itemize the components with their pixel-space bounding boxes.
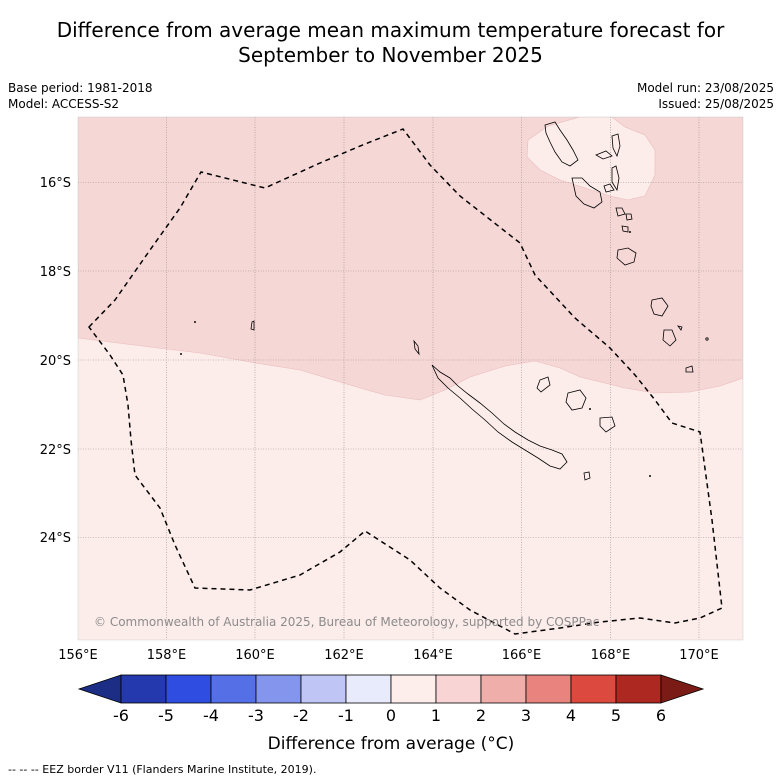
title-line-1: Difference from average mean maximum tem… [56, 18, 725, 42]
isle-of-pines [583, 471, 591, 481]
small-islet-4 [649, 474, 652, 477]
loyalty-island-mare [599, 416, 616, 433]
colorbar-tick-label: -2 [293, 706, 309, 725]
small-islet-1 [179, 352, 182, 355]
chart-title: Difference from average mean maximum tem… [0, 18, 781, 68]
colorbar: -6 -5 -4 -3 -2 -1 0 1 2 3 4 5 6 [77, 674, 705, 725]
vanuatu-ambrym [603, 183, 615, 193]
vanuatu-epi [615, 207, 626, 217]
lon-label: 170°E [679, 648, 719, 663]
colorbar-bin [525, 674, 572, 704]
eez-legend: -- -- -- EEZ border V11 (Flanders Marine… [8, 763, 317, 776]
colorbar-bin [255, 674, 302, 704]
colorbar-tick-label: 5 [611, 706, 621, 725]
vanuatu-malekula [571, 177, 603, 209]
map-frame [77, 116, 744, 641]
colorbar-tick-label: 0 [386, 706, 396, 725]
anomaly-region-0-1-north [526, 117, 656, 201]
vanuatu-pentecost [611, 165, 620, 192]
colorbar-tick-label: 2 [476, 706, 486, 725]
issued-date: Issued: 25/08/2025 [658, 97, 774, 111]
colorbar-extend-high [660, 674, 705, 704]
colorbar-tick-label: 3 [521, 706, 531, 725]
colorbar-tick-label: -3 [248, 706, 264, 725]
model-run: Model run: 23/08/2025 [636, 81, 774, 95]
map-panel: © Commonwealth of Australia 2025, Bureau… [78, 117, 743, 640]
meta-left: Base period: 1981-2018 Model: ACCESS-S2 [8, 80, 153, 112]
colorbar-bin [480, 674, 527, 704]
loyalty-island-lifou [565, 389, 587, 411]
base-period: Base period: 1981-2018 [8, 81, 153, 95]
small-islet-2 [193, 320, 196, 323]
vanuatu-aniwa [677, 325, 683, 331]
anomaly-region-1-2 [78, 117, 743, 401]
colorbar-tick-label: 4 [566, 706, 576, 725]
model-name: Model: ACCESS-S2 [8, 97, 120, 111]
colorbar-label: Difference from average (°C) [268, 734, 515, 754]
colorbar-tick-label: -4 [203, 706, 219, 725]
vanuatu-aneityum [685, 365, 694, 373]
colorbar-bin [390, 674, 437, 704]
colorbar-bin [300, 674, 347, 704]
small-islet-3 [589, 407, 592, 410]
colorbar-bin [120, 674, 167, 704]
colorbar-bin [210, 674, 257, 704]
lat-label: 22°S [40, 443, 71, 458]
colorbar-extend-low [77, 674, 122, 704]
vanuatu-ambae [595, 150, 613, 160]
colorbar-bin [570, 674, 617, 704]
copyright-notice: © Commonwealth of Australia 2025, Bureau… [94, 615, 599, 629]
meta-right: Model run: 23/08/2025 Issued: 25/08/2025 [637, 80, 774, 112]
lon-axis: 156°E 158°E 160°E 162°E 164°E 166°E 168°… [58, 648, 719, 663]
loyalty-island-ouvea [536, 376, 551, 393]
colorbar-tick-label: -5 [158, 706, 174, 725]
lon-label: 168°E [591, 648, 631, 663]
lat-label: 16°S [40, 176, 71, 191]
chesterfield-islet [250, 320, 255, 331]
vanuatu-emae [621, 225, 629, 233]
lat-label: 24°S [40, 531, 71, 546]
colorbar-bin [615, 674, 662, 704]
vanuatu-erromango [650, 297, 669, 317]
lon-label: 164°E [413, 648, 453, 663]
vanuatu-espiritu-santo [544, 121, 579, 167]
futuna-islet [705, 337, 709, 341]
colorbar-tick-label: -6 [113, 706, 129, 725]
colorbar-tick-label: -1 [338, 706, 354, 725]
lon-label: 160°E [235, 648, 275, 663]
vanuatu-efate [616, 247, 637, 266]
lon-label: 158°E [147, 648, 187, 663]
vanuatu-tanna [662, 329, 677, 347]
lon-label: 162°E [324, 648, 364, 663]
lat-label: 20°S [40, 354, 71, 369]
new-caledonia-grande-terre [431, 364, 568, 470]
belep-islands [413, 339, 420, 356]
vanuatu-maewo [611, 133, 621, 158]
lon-label: 166°E [502, 648, 542, 663]
lat-axis: 16°S 18°S 20°S 22°S 24°S [40, 176, 71, 546]
graticule [78, 117, 743, 640]
coastlines [179, 121, 709, 481]
title-line-2: September to November 2025 [238, 43, 543, 67]
lon-label: 156°E [58, 648, 98, 663]
lat-label: 18°S [40, 265, 71, 280]
vanuatu-shepherd [625, 213, 633, 221]
colorbar-bin [345, 674, 392, 704]
colorbar-bin [165, 674, 212, 704]
colorbar-tick-label: 6 [656, 706, 666, 725]
small-islet-5 [629, 230, 632, 233]
colorbar-bin [435, 674, 482, 704]
colorbar-tick-label: 1 [431, 706, 441, 725]
